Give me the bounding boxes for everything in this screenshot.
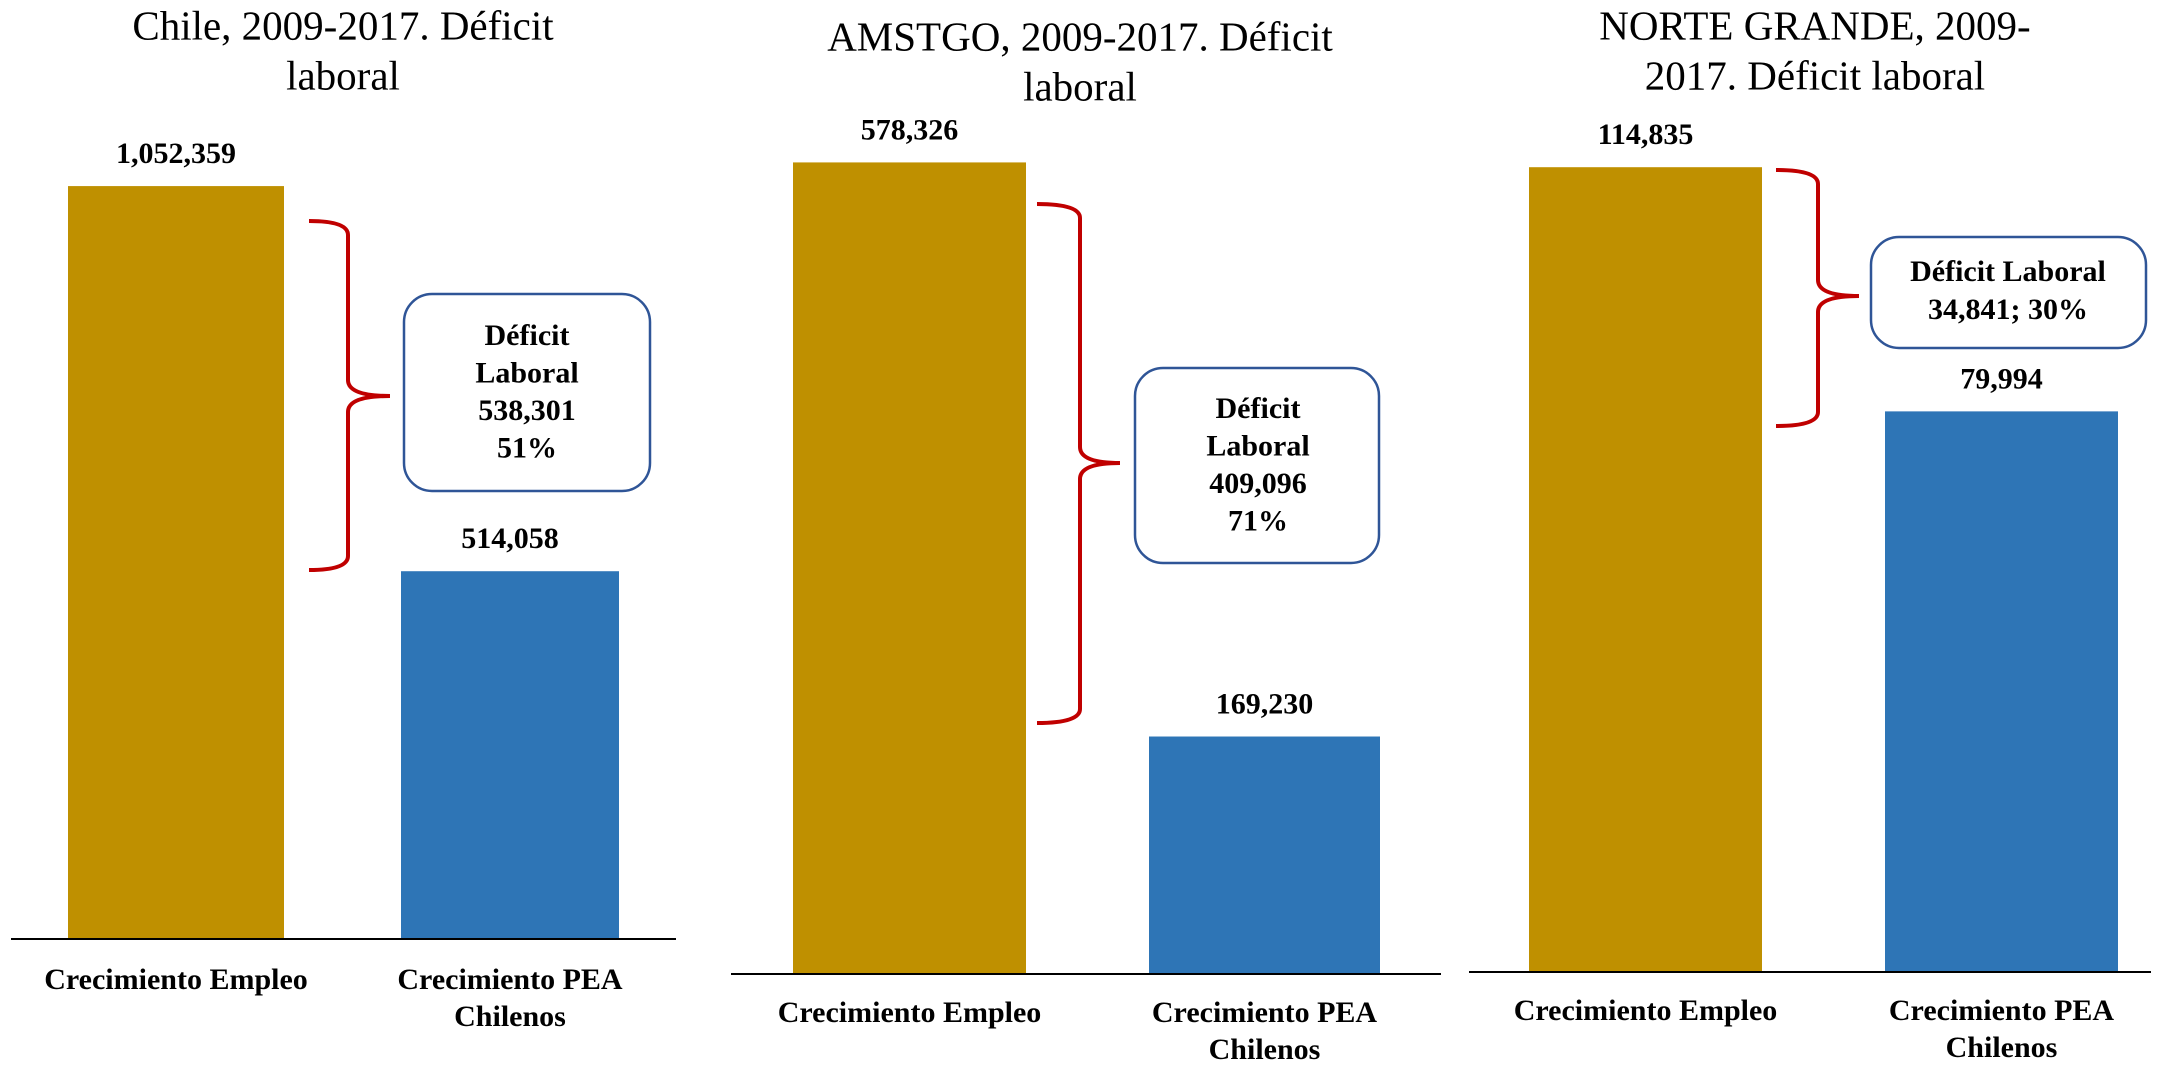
brace bbox=[1775, 168, 1860, 428]
x-tick-label: Crecimiento Empleo bbox=[44, 963, 308, 996]
data-label: 578,326 bbox=[861, 113, 959, 146]
annotation: 34,841; 30% bbox=[1928, 293, 2088, 326]
x-tick-label: Crecimiento PEA Chilenos bbox=[1152, 996, 1378, 1065]
annotation: 71% bbox=[1228, 504, 1288, 537]
annotation: Déficit Laboral bbox=[1910, 255, 2106, 288]
bar bbox=[1529, 167, 1762, 972]
chart-title: AMSTGO, 2009-2017. Déficit bbox=[827, 13, 1333, 59]
annotation: Déficit bbox=[1216, 392, 1301, 425]
annotation: 409,096 bbox=[1209, 467, 1307, 500]
annotation: 538,301 bbox=[478, 394, 576, 427]
bar bbox=[793, 162, 1026, 975]
annotation: Laboral bbox=[1206, 429, 1309, 462]
x-tick-label: Crecimiento PEA Chilenos bbox=[397, 963, 623, 1033]
brace bbox=[1036, 202, 1121, 725]
bar bbox=[1149, 736, 1380, 974]
x-tick-label: Crecimiento PEA Chilenos bbox=[1889, 994, 2115, 1064]
annotation-box bbox=[1133, 366, 1381, 565]
chart-title: laboral bbox=[1023, 63, 1137, 109]
brace bbox=[308, 219, 391, 572]
annotation: Laboral bbox=[475, 356, 578, 389]
x-tick-label: Crecimiento Empleo bbox=[1514, 994, 1778, 1027]
data-label: 79,994 bbox=[1960, 362, 2043, 395]
bar bbox=[68, 186, 284, 940]
data-label: 169,230 bbox=[1216, 687, 1314, 720]
data-label: 514,058 bbox=[461, 522, 559, 555]
x-tick-label: Crecimiento Empleo bbox=[778, 996, 1042, 1029]
annotation-box bbox=[1869, 235, 2148, 350]
chart-title: 2017. Déficit laboral bbox=[1645, 52, 1985, 98]
chart-title: NORTE GRANDE, 2009- bbox=[1599, 2, 2030, 48]
annotation: Déficit bbox=[485, 319, 570, 352]
annotation-box bbox=[402, 292, 652, 493]
chart-title: Chile, 2009-2017. Déficit bbox=[132, 2, 554, 48]
chart-title: laboral bbox=[286, 52, 400, 98]
data-label: 1,052,359 bbox=[116, 137, 236, 170]
annotation: 51% bbox=[497, 431, 557, 464]
data-label: 114,835 bbox=[1598, 118, 1694, 151]
bar bbox=[401, 571, 619, 939]
bar bbox=[1885, 411, 2118, 973]
